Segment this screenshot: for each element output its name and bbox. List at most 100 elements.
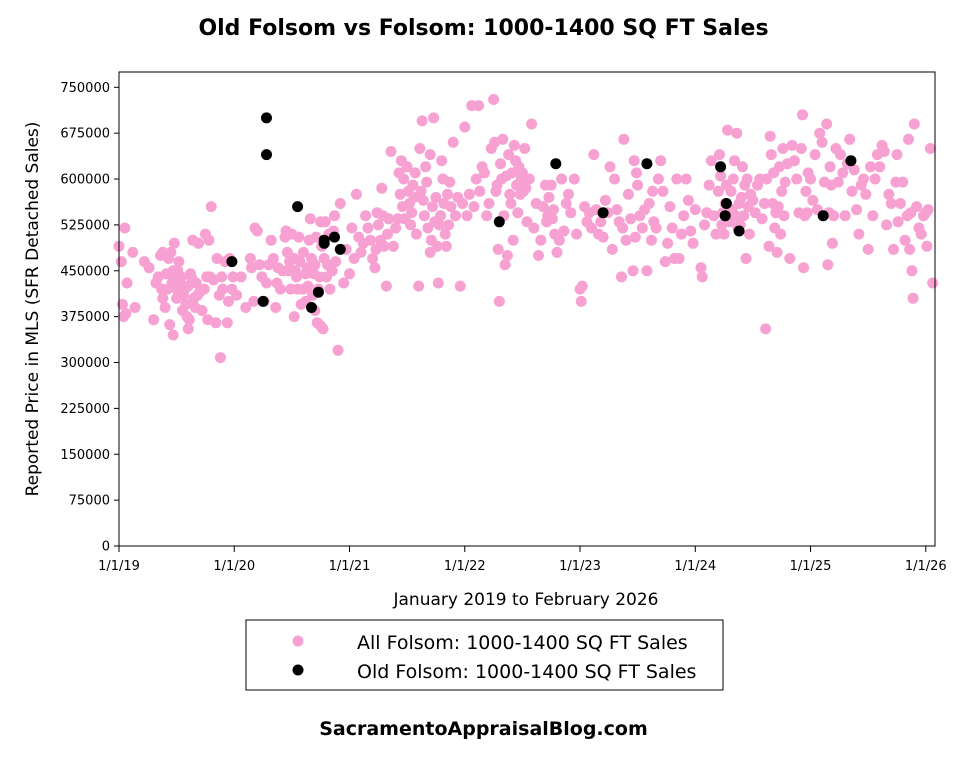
data-point-all-folsom	[595, 216, 607, 228]
data-point-all-folsom	[545, 179, 557, 191]
data-point-all-folsom	[543, 191, 555, 203]
y-tick-label: 75000	[69, 494, 110, 509]
data-point-all-folsom	[689, 204, 701, 216]
data-point-all-folsom	[558, 225, 570, 237]
data-point-all-folsom	[874, 161, 886, 173]
data-point-all-folsom	[904, 243, 916, 255]
data-point-all-folsom	[317, 323, 329, 335]
data-point-all-folsom	[248, 295, 260, 307]
y-tick-label: 750000	[60, 81, 110, 96]
data-point-all-folsom	[606, 243, 618, 255]
data-point-all-folsom	[492, 243, 504, 255]
data-point-all-folsom	[421, 176, 433, 188]
data-point-all-folsom	[406, 207, 418, 219]
data-point-all-folsom	[447, 136, 459, 148]
data-point-all-folsom	[824, 161, 836, 173]
data-point-all-folsom	[267, 253, 279, 264]
data-point-all-folsom	[414, 143, 426, 154]
data-point-all-folsom	[807, 194, 819, 206]
x-tick-label: 1/1/22	[444, 559, 486, 574]
data-point-all-folsom	[364, 234, 376, 246]
data-point-all-folsom	[439, 228, 451, 240]
data-point-all-folsom	[894, 198, 906, 209]
data-points	[113, 94, 939, 364]
data-point-all-folsom	[401, 161, 413, 173]
data-point-all-folsom	[143, 262, 155, 274]
data-point-all-folsom	[846, 185, 858, 197]
data-point-all-folsom	[907, 292, 919, 304]
data-point-all-folsom	[362, 222, 374, 234]
data-point-all-folsom	[182, 323, 194, 335]
y-axis-title-group: Reported Price in MLS (SFR Detached Sale…	[23, 122, 43, 497]
y-tick-label: 525000	[60, 218, 110, 233]
data-point-old-folsom	[550, 158, 562, 170]
data-point-all-folsom	[858, 173, 869, 185]
y-tick-label: 600000	[60, 173, 110, 188]
data-point-all-folsom	[903, 133, 914, 145]
data-point-all-folsom	[332, 344, 344, 356]
data-point-all-folsom	[159, 302, 171, 313]
data-point-all-folsom	[867, 210, 879, 222]
data-point-all-folsom	[891, 149, 903, 161]
data-point-all-folsom	[788, 155, 800, 167]
data-point-all-folsom	[435, 210, 447, 222]
data-point-all-folsom	[927, 277, 939, 289]
data-point-old-folsom	[817, 210, 829, 222]
data-point-all-folsom	[443, 219, 455, 231]
data-point-all-folsom	[604, 161, 616, 173]
data-point-all-folsom	[427, 201, 438, 213]
data-point-all-folsom	[599, 194, 611, 206]
data-point-old-folsom	[334, 243, 346, 255]
legend-marker-all-folsom	[292, 635, 304, 647]
data-point-all-folsom	[646, 234, 657, 246]
data-point-all-folsom	[198, 283, 210, 295]
data-point-all-folsom	[878, 146, 890, 157]
data-point-all-folsom	[771, 246, 783, 258]
data-point-all-folsom	[568, 173, 580, 185]
data-point-all-folsom	[430, 191, 442, 203]
data-point-all-folsom	[632, 179, 644, 191]
data-point-all-folsom	[791, 173, 803, 185]
data-point-all-folsom	[897, 176, 909, 188]
data-point-all-folsom	[664, 201, 676, 213]
data-point-all-folsom	[826, 237, 838, 249]
data-point-all-folsom	[440, 240, 452, 252]
data-point-all-folsom	[302, 280, 314, 292]
data-point-all-folsom	[382, 228, 393, 240]
data-point-all-folsom	[924, 143, 936, 154]
data-point-all-folsom	[560, 198, 572, 209]
axis-ticks: 0 75000 150000 225000 300000 375000 450000 5250…	[60, 81, 946, 574]
data-point-old-folsom	[261, 149, 272, 161]
data-point-all-folsom	[695, 262, 707, 274]
data-point-all-folsom	[800, 185, 812, 197]
data-point-all-folsom	[622, 188, 634, 200]
data-point-all-folsom	[330, 256, 342, 268]
data-point-all-folsom	[214, 352, 226, 364]
data-point-all-folsom	[764, 130, 776, 142]
data-point-all-folsom	[119, 222, 131, 234]
data-point-all-folsom	[738, 210, 750, 222]
data-point-all-folsom	[655, 155, 667, 167]
data-point-all-folsom	[304, 213, 316, 225]
data-point-all-folsom	[121, 277, 133, 289]
data-point-all-folsom	[115, 256, 127, 268]
data-point-all-folsom	[712, 185, 724, 197]
data-point-all-folsom	[120, 308, 132, 320]
data-point-all-folsom	[235, 271, 247, 283]
data-point-all-folsom	[405, 219, 417, 231]
data-point-all-folsom	[424, 149, 436, 161]
data-point-all-folsom	[418, 210, 430, 222]
data-point-all-folsom	[885, 198, 897, 209]
data-point-all-folsom	[474, 185, 486, 197]
data-point-all-folsom	[217, 283, 229, 295]
data-point-old-folsom	[715, 161, 727, 173]
data-point-all-folsom	[705, 155, 717, 167]
data-point-all-folsom	[627, 265, 639, 277]
data-point-all-folsom	[851, 204, 863, 216]
data-point-all-folsom	[442, 188, 453, 200]
data-point-all-folsom	[450, 210, 461, 222]
data-point-all-folsom	[499, 259, 511, 271]
data-point-all-folsom	[662, 237, 674, 249]
data-point-all-folsom	[822, 259, 834, 271]
y-tick-label: 225000	[60, 402, 110, 417]
